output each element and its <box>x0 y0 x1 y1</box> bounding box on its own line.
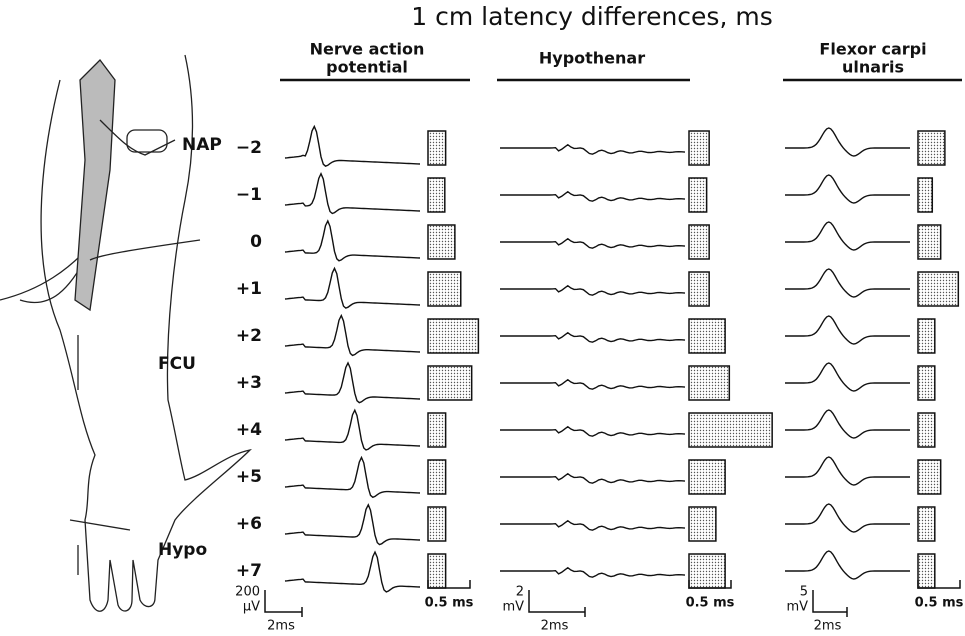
arm-label: NAP <box>182 135 222 155</box>
trace <box>785 127 910 157</box>
row-label: +4 <box>236 420 262 440</box>
trace <box>284 361 421 404</box>
trace <box>284 408 421 451</box>
latency-box <box>917 271 960 307</box>
trace <box>500 472 686 484</box>
trace <box>284 503 421 546</box>
trace <box>284 172 421 215</box>
title: 1 cm latency differences, ms <box>411 2 772 31</box>
latency-box <box>427 177 446 213</box>
trace <box>500 378 686 390</box>
calibration-bar <box>264 590 303 617</box>
latency-box <box>917 365 936 401</box>
amp-label: mV <box>502 600 524 615</box>
trace <box>500 519 686 531</box>
arm-label: Hypo <box>158 540 207 560</box>
amp-label: 5 <box>800 585 808 600</box>
latency-box <box>917 130 946 166</box>
trace <box>500 143 686 155</box>
latency-box <box>688 271 710 307</box>
column-title: Flexor carpi <box>819 40 926 59</box>
latency-box <box>688 365 731 401</box>
calibration-bar <box>528 590 586 617</box>
arm-drawing <box>0 54 252 612</box>
latency-box <box>427 224 456 260</box>
latency-box <box>427 318 480 354</box>
latency-box <box>917 506 936 542</box>
latency-box <box>688 459 726 495</box>
scale-bar <box>427 580 471 589</box>
amp-label: 200 <box>235 585 260 600</box>
latency-box <box>427 365 473 401</box>
trace <box>500 331 686 343</box>
trace <box>785 550 910 580</box>
scale-bar <box>688 580 732 589</box>
row-label: 0 <box>250 232 262 252</box>
latency-box <box>427 553 447 589</box>
row-label: −1 <box>236 185 262 205</box>
scale-label: 0.5 ms <box>425 596 474 611</box>
calibration-bar <box>812 590 848 617</box>
latency-box <box>917 318 936 354</box>
column-title: potential <box>326 58 408 77</box>
time-label: 2ms <box>267 619 295 634</box>
latency-box <box>427 412 447 448</box>
latency-box <box>688 130 710 166</box>
trace <box>500 566 686 578</box>
latency-box <box>688 318 726 354</box>
scale-bar <box>917 580 961 589</box>
latency-box <box>427 271 462 307</box>
trace <box>500 284 686 296</box>
row-label: +6 <box>236 514 262 534</box>
trace <box>500 425 686 437</box>
latency-box <box>688 224 710 260</box>
amp-label: μV <box>243 600 260 615</box>
latency-box <box>917 177 934 213</box>
scale-label: 0.5 ms <box>915 596 964 611</box>
time-label: 2ms <box>541 619 569 634</box>
trace <box>284 550 421 593</box>
trace <box>785 174 910 204</box>
trace <box>284 455 421 499</box>
arm-label: FCU <box>158 354 196 374</box>
row-label: +3 <box>236 373 262 393</box>
trace <box>284 313 421 357</box>
scale-label: 0.5 ms <box>686 596 735 611</box>
column-title: Nerve action <box>310 40 425 59</box>
row-label: +5 <box>236 467 262 487</box>
trace <box>284 124 421 168</box>
column-title: Hypothenar <box>539 49 645 68</box>
trace <box>785 503 910 533</box>
row-label: +1 <box>236 279 262 299</box>
latency-box <box>688 412 773 448</box>
column-title: ulnaris <box>842 58 904 77</box>
latency-box <box>688 553 726 589</box>
latency-box <box>917 224 942 260</box>
trace <box>785 456 910 486</box>
latency-box <box>427 459 447 495</box>
trace <box>785 409 910 439</box>
trace <box>785 268 910 298</box>
trace <box>500 237 686 249</box>
latency-box <box>427 506 447 542</box>
latency-box <box>688 506 717 542</box>
trace <box>785 362 910 392</box>
trace <box>284 219 421 262</box>
latency-box <box>917 553 936 589</box>
trace <box>284 266 421 309</box>
trace <box>785 221 910 251</box>
latency-box <box>917 459 942 495</box>
latency-box <box>688 177 708 213</box>
amp-label: mV <box>786 600 808 615</box>
row-label: +2 <box>236 326 262 346</box>
trace <box>785 315 910 345</box>
row-label: −2 <box>236 138 262 158</box>
time-label: 2ms <box>814 619 842 634</box>
row-label: +7 <box>236 561 262 581</box>
trace <box>500 190 686 202</box>
latency-box <box>427 130 447 166</box>
amp-label: 2 <box>516 585 524 600</box>
latency-box <box>917 412 936 448</box>
